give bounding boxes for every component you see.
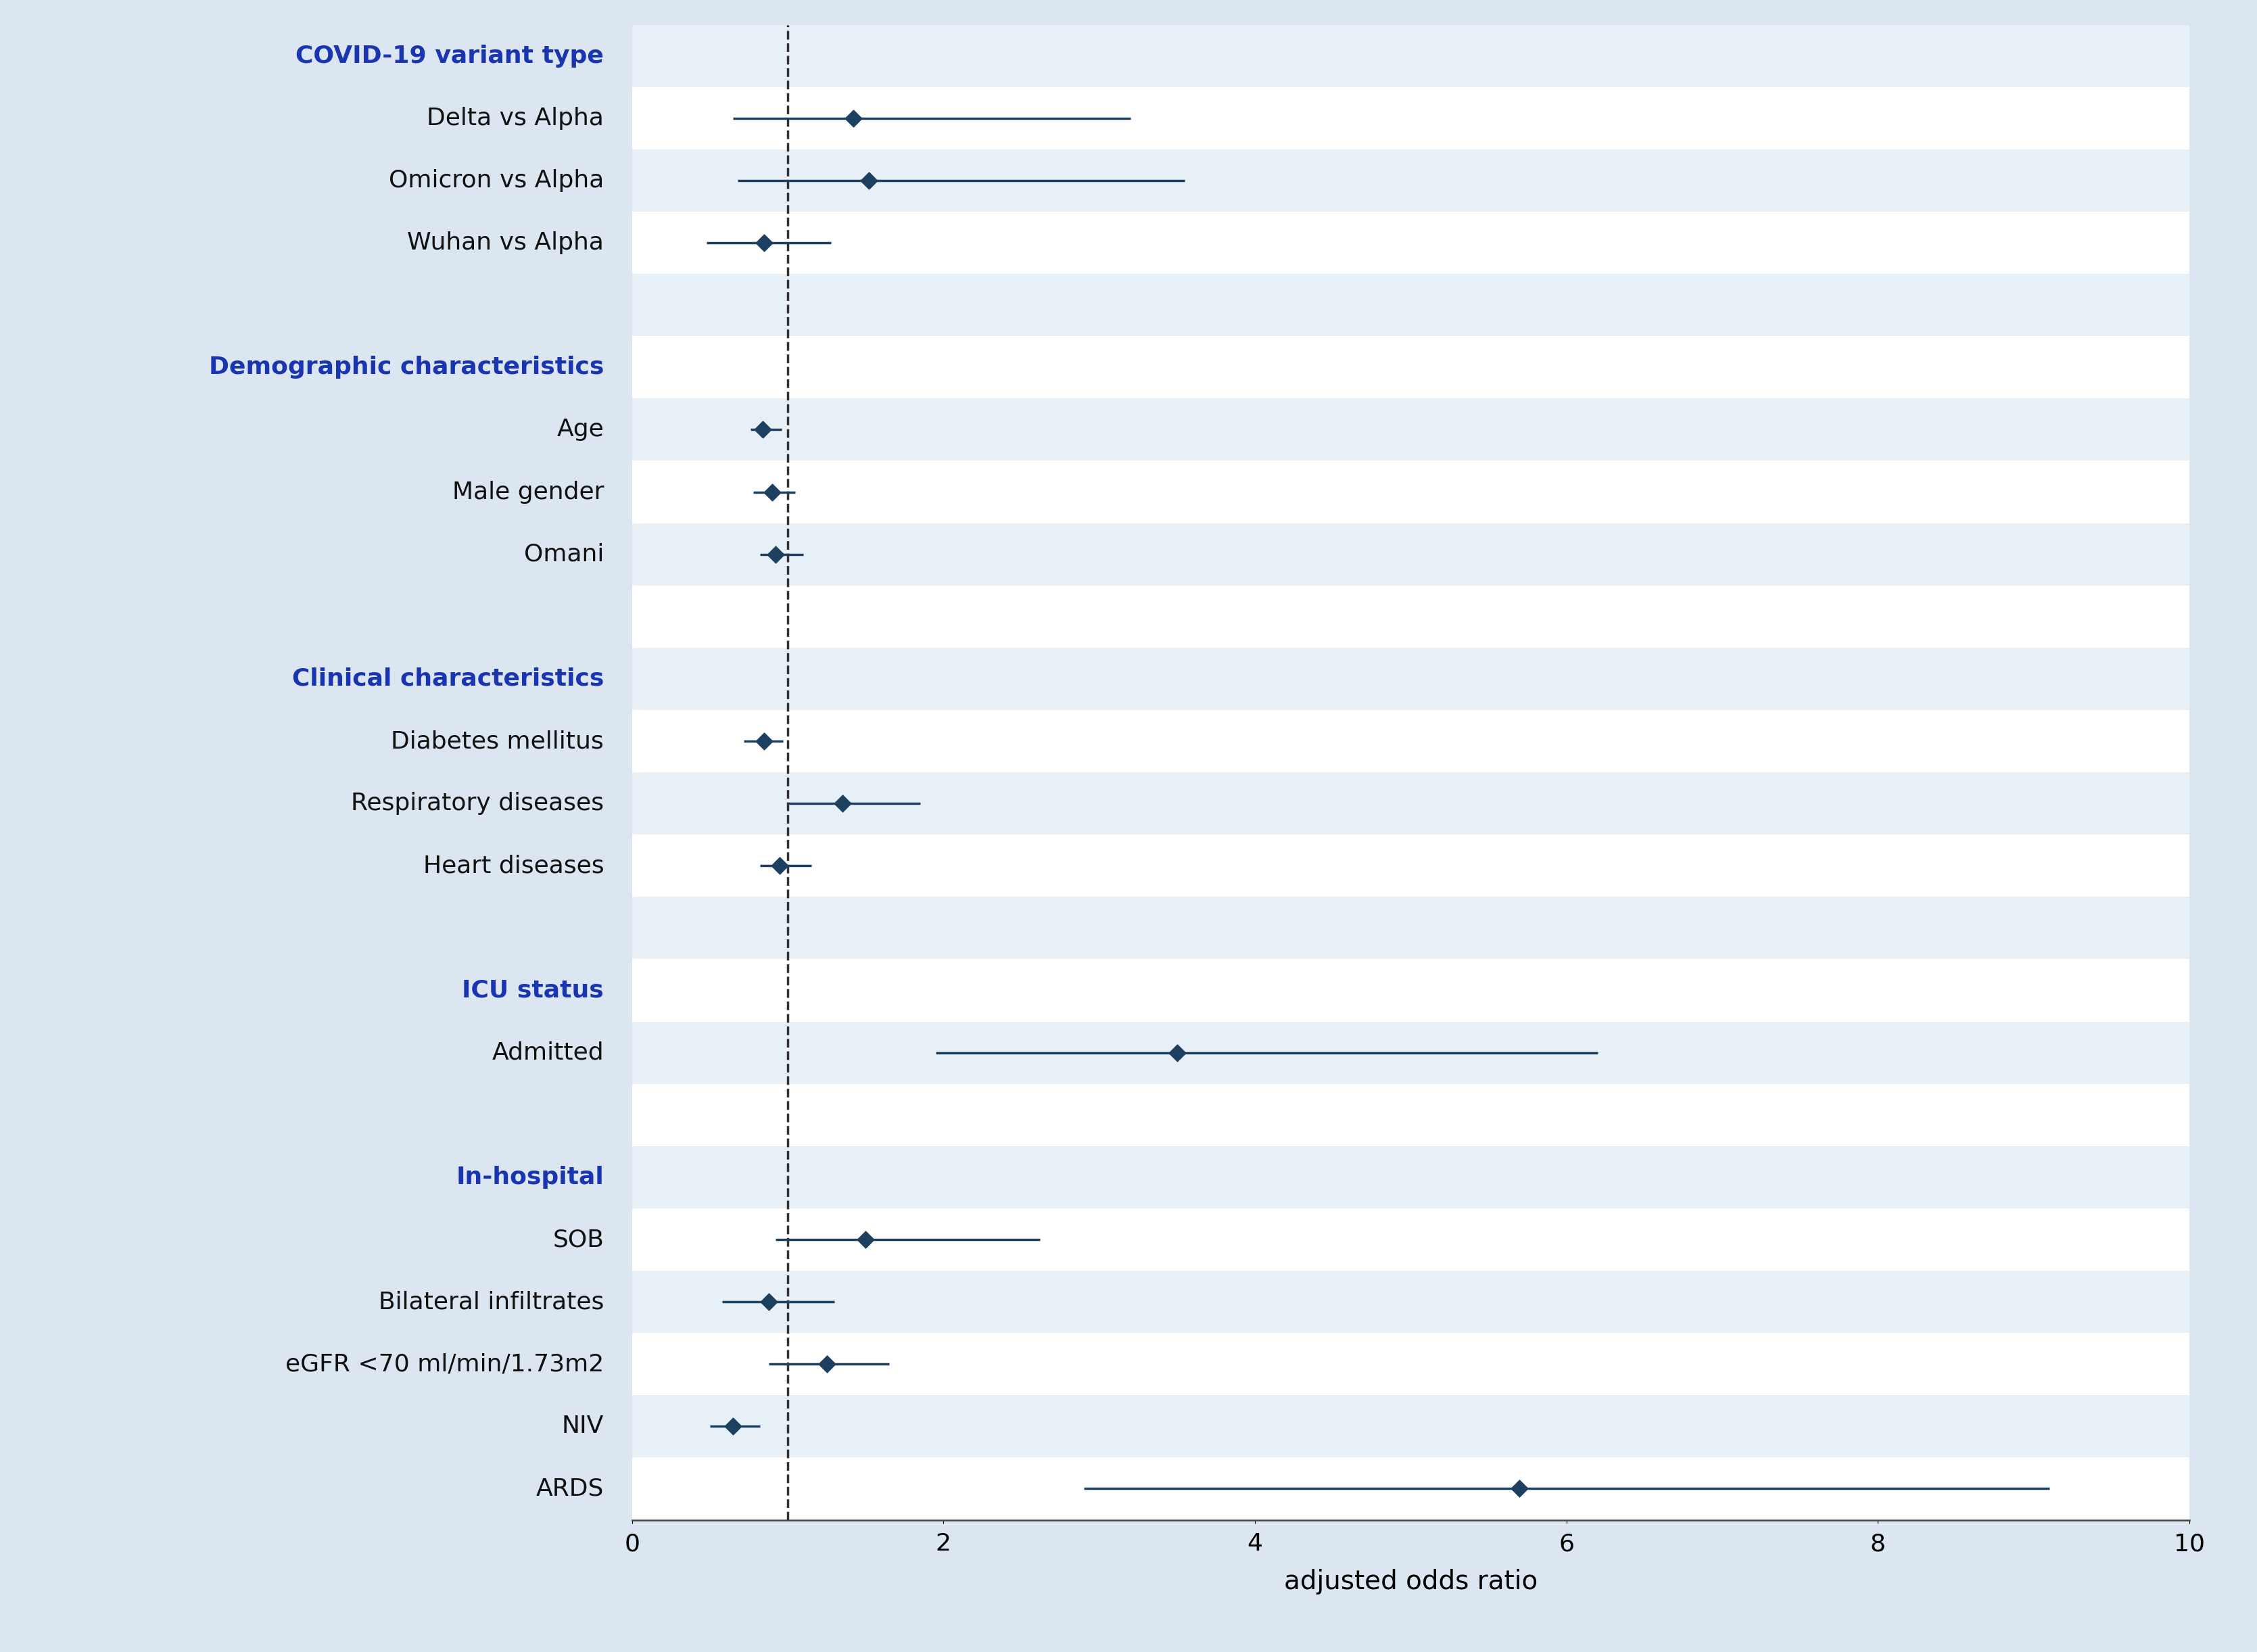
Bar [632, 834, 2189, 897]
Text: Delta vs Alpha: Delta vs Alpha [427, 107, 605, 131]
Bar [632, 648, 2189, 710]
Text: Age: Age [557, 418, 605, 441]
X-axis label: adjusted odds ratio: adjusted odds ratio [1284, 1569, 1537, 1594]
Bar [632, 461, 2189, 524]
Point [745, 416, 781, 443]
Bar [632, 710, 2189, 773]
Bar [632, 960, 2189, 1021]
Text: Demographic characteristics: Demographic characteristics [210, 355, 605, 378]
Bar [632, 211, 2189, 274]
Bar [632, 274, 2189, 337]
Bar [632, 773, 2189, 834]
Point [763, 852, 799, 879]
Text: ARDS: ARDS [537, 1477, 605, 1500]
Text: NIV: NIV [562, 1414, 605, 1437]
Point [1160, 1039, 1196, 1066]
Bar [632, 1396, 2189, 1457]
Bar [632, 1146, 2189, 1208]
Point [851, 167, 887, 193]
Bar [632, 25, 2189, 88]
Bar [632, 1270, 2189, 1333]
Bar [632, 149, 2189, 211]
Text: eGFR <70 ml/min/1.73m2: eGFR <70 ml/min/1.73m2 [284, 1353, 605, 1376]
Bar [632, 585, 2189, 648]
Bar [632, 524, 2189, 585]
Bar [632, 88, 2189, 149]
Text: In-hospital: In-hospital [456, 1166, 605, 1189]
Point [824, 790, 860, 816]
Text: Heart diseases: Heart diseases [422, 854, 605, 877]
Point [747, 729, 783, 755]
Text: SOB: SOB [553, 1227, 605, 1251]
Point [756, 542, 792, 568]
Bar [632, 1021, 2189, 1084]
Text: Wuhan vs Alpha: Wuhan vs Alpha [406, 231, 605, 254]
Bar [632, 1208, 2189, 1270]
Point [1501, 1475, 1537, 1502]
Point [715, 1412, 752, 1439]
Bar [632, 1457, 2189, 1520]
Text: Respiratory diseases: Respiratory diseases [352, 791, 605, 814]
Point [747, 230, 783, 256]
Point [849, 1226, 885, 1252]
Text: ICU status: ICU status [463, 980, 605, 1001]
Text: Omicron vs Alpha: Omicron vs Alpha [388, 169, 605, 192]
Text: Male gender: Male gender [451, 481, 605, 504]
Bar [632, 1333, 2189, 1396]
Text: Admitted: Admitted [492, 1041, 605, 1064]
Text: COVID-19 variant type: COVID-19 variant type [296, 45, 605, 68]
Point [754, 479, 790, 506]
Text: Bilateral infiltrates: Bilateral infiltrates [379, 1290, 605, 1313]
Point [752, 1289, 788, 1315]
Point [808, 1351, 844, 1378]
Text: Clinical characteristics: Clinical characteristics [291, 667, 605, 691]
Bar [632, 337, 2189, 398]
Text: Diabetes mellitus: Diabetes mellitus [390, 730, 605, 753]
Bar [632, 398, 2189, 461]
Point [835, 106, 871, 132]
Bar [632, 897, 2189, 960]
Text: Omani: Omani [524, 544, 605, 565]
Bar [632, 1084, 2189, 1146]
